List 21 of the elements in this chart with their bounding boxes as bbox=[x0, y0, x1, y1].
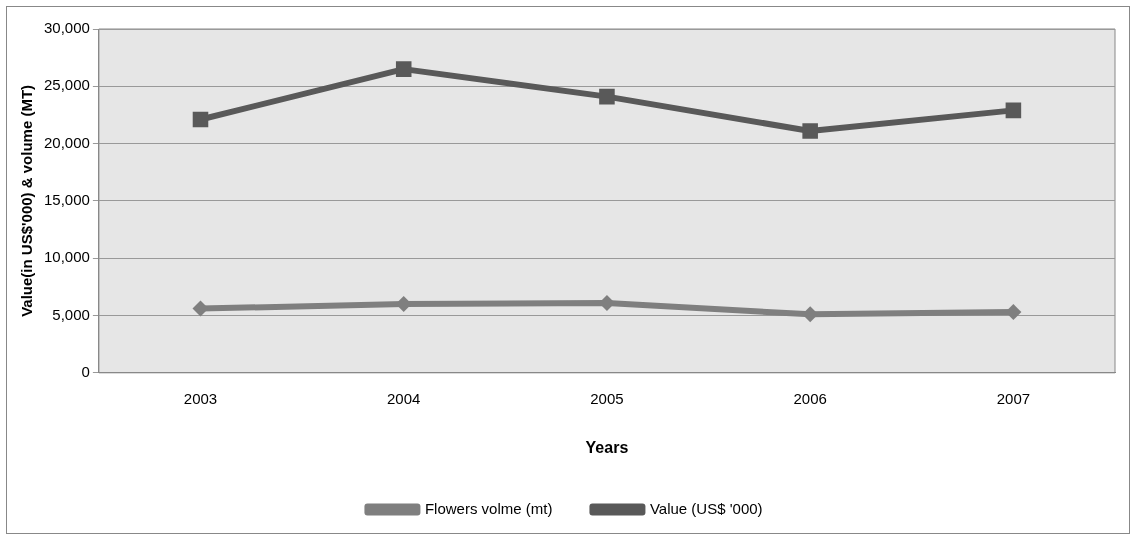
y-tick-label: 0 bbox=[81, 362, 90, 380]
x-axis-title: Years bbox=[585, 438, 629, 456]
legend-label: Value (US$ '000) bbox=[649, 499, 763, 517]
y-tick-label: 25,000 bbox=[43, 76, 90, 94]
x-tick-label: 2003 bbox=[183, 389, 218, 407]
x-tick-label: 2007 bbox=[996, 389, 1031, 407]
x-tick-label: 2006 bbox=[793, 389, 827, 407]
y-axis-title: Value(in US$'000) & volume (MT) bbox=[18, 84, 36, 317]
y-tick-label: 5,000 bbox=[52, 305, 90, 323]
point bbox=[599, 88, 615, 105]
y-tick-label: 10,000 bbox=[43, 248, 90, 266]
x-tick-label: 2005 bbox=[590, 389, 624, 407]
x-tick-label: 2004 bbox=[387, 389, 421, 407]
y-tick-label: 20,000 bbox=[43, 133, 90, 151]
point bbox=[395, 61, 412, 77]
legend-label: Flowers volme (mt) bbox=[424, 499, 553, 517]
y-tick-label: 15,000 bbox=[43, 191, 90, 209]
point bbox=[802, 123, 818, 139]
point bbox=[192, 111, 209, 128]
point bbox=[1005, 102, 1022, 119]
y-tick-label: 30,000 bbox=[43, 19, 90, 37]
